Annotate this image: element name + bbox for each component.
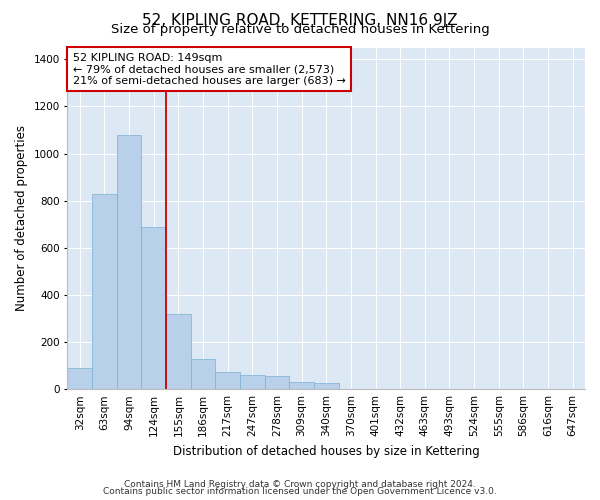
Bar xyxy=(265,376,289,389)
Bar xyxy=(215,372,240,389)
Text: 52, KIPLING ROAD, KETTERING, NN16 9JZ: 52, KIPLING ROAD, KETTERING, NN16 9JZ xyxy=(142,12,458,28)
Text: Size of property relative to detached houses in Kettering: Size of property relative to detached ho… xyxy=(110,22,490,36)
Bar xyxy=(289,382,314,389)
Y-axis label: Number of detached properties: Number of detached properties xyxy=(15,126,28,312)
Bar xyxy=(67,368,92,389)
Bar xyxy=(314,384,338,389)
Bar xyxy=(240,375,265,389)
Bar xyxy=(191,358,215,389)
Text: Contains public sector information licensed under the Open Government Licence v3: Contains public sector information licen… xyxy=(103,488,497,496)
Text: 52 KIPLING ROAD: 149sqm
← 79% of detached houses are smaller (2,573)
21% of semi: 52 KIPLING ROAD: 149sqm ← 79% of detache… xyxy=(73,52,346,86)
Bar xyxy=(142,226,166,389)
Text: Contains HM Land Registry data © Crown copyright and database right 2024.: Contains HM Land Registry data © Crown c… xyxy=(124,480,476,489)
Bar xyxy=(92,194,117,389)
Bar xyxy=(166,314,191,389)
Bar xyxy=(117,134,142,389)
X-axis label: Distribution of detached houses by size in Kettering: Distribution of detached houses by size … xyxy=(173,444,479,458)
